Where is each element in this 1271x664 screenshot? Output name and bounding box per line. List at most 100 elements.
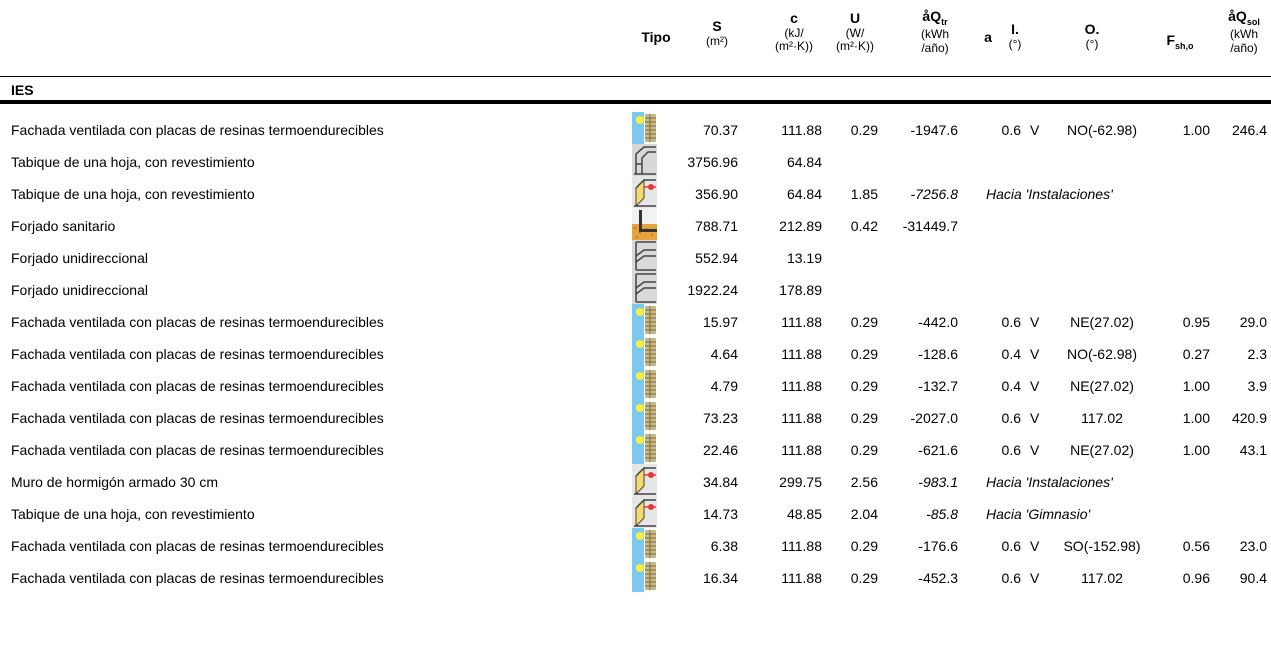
element-name: Tabique de una hoja, con revestimiento: [11, 506, 255, 522]
cell-u-value: 0.29: [850, 346, 878, 362]
cell-solar-gain: 246.4: [1231, 122, 1267, 138]
cell-u-value: 2.04: [850, 506, 878, 522]
cell-surface: 356.90: [695, 186, 738, 202]
table-row: Forjado unidireccional 552.94 13.19: [0, 240, 1271, 272]
cell-orientation: NO(-62.98): [1066, 122, 1138, 138]
cell-transmission: -85.8: [926, 506, 958, 522]
exterior-wall-icon: [632, 528, 657, 560]
table-row: Fachada ventilada con placas de resinas …: [0, 336, 1271, 368]
cell-u-value: 0.29: [850, 122, 878, 138]
table-row: Fachada ventilada con placas de resinas …: [0, 400, 1271, 432]
header-c: c (kJ/ (m²·K)): [775, 10, 813, 54]
cell-absorptivity: 0.6: [1001, 410, 1021, 426]
cell-heat-capacity: 111.88: [781, 122, 822, 138]
cell-surface: 3756.96: [687, 154, 738, 170]
interior-partition-icon: [632, 144, 657, 176]
adjacent-wall-icon: [632, 176, 657, 208]
table-row: Forjado unidireccional 1922.24 178.89: [0, 272, 1271, 304]
table-row: Fachada ventilada con placas de resinas …: [0, 112, 1271, 144]
cell-surface: 73.23: [702, 410, 738, 426]
header-fsh: Fsh,o: [1166, 32, 1194, 51]
table-row: Fachada ventilada con placas de resinas …: [0, 528, 1271, 560]
cell-shading-factor: 0.27: [1182, 346, 1210, 362]
ground-slab-icon: [632, 208, 657, 240]
table-row: Tabique de una hoja, con revestimiento 35…: [0, 176, 1271, 208]
cell-solar-gain: 23.0: [1239, 538, 1267, 554]
cell-u-value: 0.42: [850, 218, 878, 234]
cell-solar-gain: 3.9: [1247, 378, 1267, 394]
cell-shading-factor: 1.00: [1182, 442, 1210, 458]
header-s: S (m²): [706, 18, 728, 48]
cell-transmission: -1947.6: [910, 122, 958, 138]
section-title: IES: [11, 82, 34, 98]
cell-orientation: 117.02: [1081, 410, 1123, 426]
cell-surface: 4.79: [710, 378, 738, 394]
cell-transmission: -452.3: [918, 570, 958, 586]
element-name: Tabique de una hoja, con revestimiento: [11, 186, 255, 202]
cell-surface: 34.84: [702, 474, 738, 490]
cell-shading-factor: 0.56: [1182, 538, 1210, 554]
table-row: Tabique de una hoja, con revestimiento 14…: [0, 496, 1271, 528]
cell-solar-gain: 2.3: [1247, 346, 1267, 362]
cell-transmission: -132.7: [918, 378, 958, 394]
header-qsol: åQsol (kWh /año): [1228, 8, 1260, 55]
cell-heat-capacity: 64.84: [786, 186, 822, 202]
exterior-wall-icon: [632, 432, 657, 464]
cell-inclination: V: [1030, 346, 1040, 362]
cell-shading-factor: 1.00: [1182, 122, 1210, 138]
table-row: Muro de hormigón armado 30 cm 34.84 299.75…: [0, 464, 1271, 496]
cell-surface: 552.94: [695, 250, 738, 266]
cell-heat-capacity: 111.88: [781, 410, 822, 426]
cell-transmission: -7256.8: [910, 186, 958, 202]
cell-surface: 4.64: [710, 346, 738, 362]
cell-solar-gain: 29.0: [1239, 314, 1267, 330]
table-row: Fachada ventilada con placas de resinas …: [0, 560, 1271, 592]
cell-inclination: V: [1030, 122, 1040, 138]
cell-orientation: NE(27.02): [1070, 442, 1134, 458]
cell-heat-capacity: 111.88: [781, 314, 822, 330]
element-name: Fachada ventilada con placas de resinas …: [11, 122, 384, 138]
cell-inclination: V: [1030, 442, 1040, 458]
cell-transmission: -442.0: [918, 314, 958, 330]
cell-surface: 16.34: [702, 570, 738, 586]
table-row: Fachada ventilada con placas de resinas …: [0, 368, 1271, 400]
cell-transmission: -983.1: [918, 474, 958, 490]
cell-inclination: V: [1030, 378, 1040, 394]
element-name: Forjado unidireccional: [11, 250, 148, 266]
cell-orientation: NE(27.02): [1070, 378, 1134, 394]
cell-surface: 788.71: [695, 218, 738, 234]
header-divider: [0, 76, 1271, 77]
cell-orientation: SO(-152.98): [1063, 538, 1141, 554]
header-o: O. (°): [1084, 21, 1100, 51]
cell-transmission: -2027.0: [910, 410, 958, 426]
cell-shading-factor: 1.00: [1182, 378, 1210, 394]
header-qtr: åQtr (kWh /año): [921, 8, 949, 55]
cell-u-value: 0.29: [850, 410, 878, 426]
table-header: Tipo S (m²) c (kJ/ (m²·K)) U (W/ (m²·K))…: [0, 0, 1271, 80]
element-name: Fachada ventilada con placas de resinas …: [11, 570, 384, 586]
exterior-wall-icon: [632, 304, 657, 336]
element-name: Fachada ventilada con placas de resinas …: [11, 538, 384, 554]
cell-adjacent-space: Hacia 'Instalaciones': [986, 186, 1113, 202]
cell-absorptivity: 0.6: [1001, 442, 1021, 458]
table-body: Fachada ventilada con placas de resinas …: [0, 112, 1271, 592]
element-name: Forjado sanitario: [11, 218, 116, 234]
element-name: Muro de hormigón armado 30 cm: [11, 474, 218, 490]
cell-inclination: V: [1030, 314, 1040, 330]
header-tipo: Tipo: [641, 29, 671, 45]
cell-absorptivity: 0.6: [1001, 314, 1021, 330]
cell-adjacent-space: Hacia 'Gimnasio': [986, 506, 1091, 522]
cell-solar-gain: 43.1: [1239, 442, 1267, 458]
adjacent-wall-icon: [632, 496, 657, 528]
element-name: Forjado unidireccional: [11, 282, 148, 298]
exterior-wall-icon: [632, 560, 657, 592]
cell-orientation: 117.02: [1081, 570, 1123, 586]
cell-heat-capacity: 111.88: [781, 442, 822, 458]
exterior-wall-icon: [632, 400, 657, 432]
cell-shading-factor: 1.00: [1182, 410, 1210, 426]
cell-u-value: 0.29: [850, 314, 878, 330]
cell-absorptivity: 0.4: [1001, 378, 1021, 394]
exterior-wall-icon: [632, 336, 657, 368]
cell-transmission: -621.6: [918, 442, 958, 458]
adjacent-wall-icon: [632, 464, 657, 496]
